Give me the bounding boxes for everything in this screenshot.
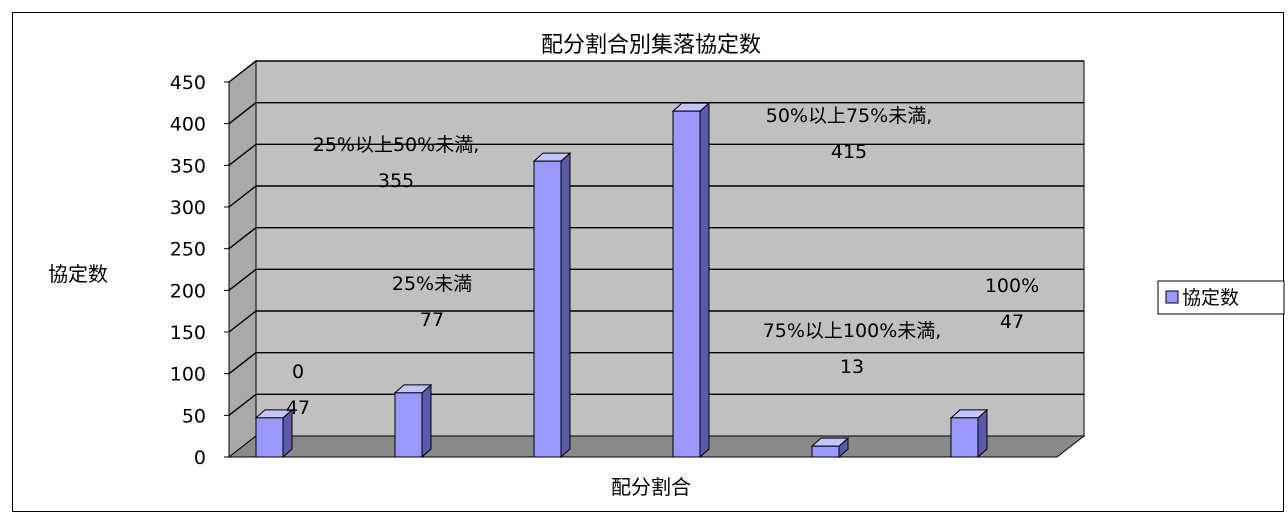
data-label-value: 77 bbox=[420, 309, 444, 331]
gridline bbox=[228, 351, 1084, 375]
gridline bbox=[228, 101, 1084, 125]
bar-side bbox=[560, 152, 571, 459]
legend: 協定数 bbox=[1157, 280, 1285, 315]
bar bbox=[254, 408, 294, 459]
bar-front bbox=[672, 110, 701, 458]
bar bbox=[671, 102, 711, 459]
y-tick-label: 400 bbox=[170, 114, 206, 136]
y-tick-label: 450 bbox=[170, 72, 206, 94]
data-labels: 0 47 25%未満 77 25%以上50%未満, 355 50%以上75%未満, 415 75… bbox=[286, 105, 1039, 419]
gridlines bbox=[224, 60, 1084, 458]
bar-front bbox=[255, 417, 284, 458]
y-axis-label: 協定数 bbox=[48, 262, 108, 286]
y-axis-ticks: 0 50 100 150 200 250 300 350 400 450 bbox=[170, 72, 206, 469]
bar-front bbox=[950, 417, 979, 458]
plot-back-wall bbox=[255, 60, 1085, 437]
gridline bbox=[228, 310, 1084, 333]
data-label-category: 75%以上100%未満, bbox=[763, 320, 942, 342]
bar-front bbox=[394, 392, 423, 458]
y-tick-label: 100 bbox=[170, 364, 206, 386]
gridline bbox=[228, 393, 1084, 416]
gridline bbox=[228, 60, 1084, 83]
legend-box bbox=[1157, 280, 1285, 315]
chart-title: 配分割合別集落協定数 bbox=[541, 33, 761, 58]
y-tick-label: 0 bbox=[194, 447, 206, 469]
bar bbox=[532, 152, 572, 459]
data-label-category: 25%以上50%未満, bbox=[313, 134, 480, 156]
bar-side bbox=[699, 102, 710, 459]
x-axis-label: 配分割合 bbox=[611, 475, 691, 499]
plot-area bbox=[227, 59, 1086, 459]
data-label-value: 355 bbox=[378, 170, 414, 192]
y-tick-label: 150 bbox=[170, 322, 206, 344]
legend-swatch bbox=[1165, 290, 1179, 304]
gridline bbox=[228, 143, 1084, 166]
legend-label: 協定数 bbox=[1182, 287, 1239, 309]
bar-front bbox=[811, 445, 840, 458]
gridline bbox=[228, 268, 1084, 291]
bars bbox=[254, 102, 989, 459]
y-tick-label: 250 bbox=[170, 239, 206, 261]
bar bbox=[949, 408, 989, 459]
data-label-value: 47 bbox=[1000, 311, 1024, 333]
data-label-value: 415 bbox=[831, 141, 867, 163]
bar bbox=[810, 437, 850, 459]
data-label-category: 50%以上75%未満, bbox=[766, 105, 933, 127]
data-label-value: 47 bbox=[286, 397, 310, 419]
data-label-value: 13 bbox=[840, 356, 864, 378]
bar bbox=[393, 383, 433, 459]
y-tick-label: 350 bbox=[170, 155, 206, 177]
gridline bbox=[228, 226, 1084, 250]
data-label-category: 0 bbox=[292, 361, 304, 383]
y-tick-label: 50 bbox=[182, 405, 206, 427]
y-tick-label: 200 bbox=[170, 280, 206, 302]
gridline bbox=[228, 185, 1084, 208]
bar-front bbox=[533, 160, 562, 458]
y-tick-label: 300 bbox=[170, 197, 206, 219]
data-label-category: 25%未満 bbox=[392, 273, 472, 295]
bar-side bbox=[421, 383, 432, 459]
data-label-category: 100% bbox=[985, 275, 1039, 297]
